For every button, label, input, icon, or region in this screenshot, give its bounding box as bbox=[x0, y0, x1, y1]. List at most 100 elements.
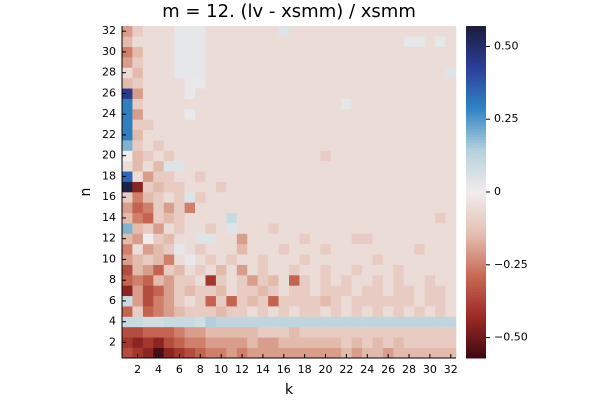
heatmap-cell bbox=[205, 150, 217, 162]
heatmap-cell bbox=[362, 233, 373, 245]
heatmap-cell bbox=[268, 160, 279, 172]
heatmap-cell bbox=[184, 223, 196, 234]
heatmap-cell bbox=[435, 254, 446, 265]
heatmap-cell bbox=[153, 306, 165, 317]
heatmap-cell bbox=[320, 77, 332, 89]
heatmap-cell bbox=[414, 212, 425, 224]
x-tick-label: 2 bbox=[134, 363, 141, 376]
heatmap-cell bbox=[247, 347, 258, 359]
heatmap-cell bbox=[309, 192, 321, 203]
heatmap-cell bbox=[184, 26, 196, 37]
heatmap-cell bbox=[122, 306, 133, 317]
heatmap-cell bbox=[414, 160, 425, 172]
heatmap-cell bbox=[205, 243, 217, 255]
heatmap-cell bbox=[289, 98, 300, 110]
heatmap-cell bbox=[320, 192, 332, 203]
heatmap-cell bbox=[215, 233, 227, 245]
heatmap-cell bbox=[153, 264, 165, 276]
heatmap-cell bbox=[163, 171, 175, 182]
heatmap-cell bbox=[205, 212, 217, 224]
heatmap-cell bbox=[153, 26, 165, 37]
heatmap-cell bbox=[445, 160, 457, 172]
heatmap-cell bbox=[132, 243, 144, 255]
heatmap-cell bbox=[289, 275, 300, 286]
heatmap-cell bbox=[226, 98, 238, 110]
heatmap-cell bbox=[257, 129, 269, 141]
heatmap-cell bbox=[184, 254, 196, 265]
heatmap-cell bbox=[309, 347, 321, 359]
y-tick-label: 16 bbox=[102, 190, 116, 203]
heatmap-cell bbox=[184, 192, 196, 203]
colorbar-swatch bbox=[466, 120, 486, 124]
heatmap-cell bbox=[257, 337, 269, 348]
heatmap-cell bbox=[362, 171, 373, 182]
heatmap-cell bbox=[215, 181, 227, 193]
heatmap-cell bbox=[382, 46, 394, 58]
colorbar-swatch bbox=[466, 239, 486, 243]
heatmap-cell bbox=[289, 192, 300, 203]
heatmap-cell bbox=[351, 109, 363, 120]
heatmap-cell bbox=[320, 212, 332, 224]
heatmap-cell bbox=[236, 212, 248, 224]
heatmap-cell bbox=[153, 36, 165, 48]
heatmap-cell bbox=[122, 264, 133, 276]
heatmap-cell bbox=[351, 160, 363, 172]
heatmap-cell bbox=[236, 119, 248, 131]
heatmap-cell bbox=[393, 285, 405, 297]
heatmap-cell bbox=[393, 46, 405, 58]
heatmap-cell bbox=[122, 316, 133, 328]
heatmap-cell bbox=[184, 243, 196, 255]
heatmap-cell bbox=[184, 275, 196, 286]
heatmap-cell bbox=[403, 243, 415, 255]
heatmap-cell bbox=[153, 67, 165, 79]
heatmap-cell bbox=[382, 129, 394, 141]
colorbar-swatch bbox=[466, 50, 486, 55]
heatmap-cell bbox=[278, 295, 290, 307]
heatmap-cell bbox=[142, 98, 154, 110]
colorbar-swatch bbox=[466, 219, 486, 223]
heatmap-cell bbox=[268, 26, 279, 37]
heatmap-cell bbox=[382, 26, 394, 37]
heatmap-cell bbox=[351, 264, 363, 276]
heatmap-cell bbox=[153, 316, 165, 328]
heatmap-cell bbox=[289, 160, 300, 172]
heatmap-cell bbox=[309, 212, 321, 224]
colorbar-swatch bbox=[466, 180, 486, 185]
heatmap-cell bbox=[341, 347, 352, 359]
heatmap-cell bbox=[424, 181, 436, 193]
heatmap-cell bbox=[268, 243, 279, 255]
heatmap-cell bbox=[163, 264, 175, 276]
heatmap-cell bbox=[424, 285, 436, 297]
heatmap-cell bbox=[142, 233, 154, 245]
heatmap-cell bbox=[309, 67, 321, 79]
heatmap-cell bbox=[372, 264, 384, 276]
heatmap-cell bbox=[362, 326, 373, 338]
heatmap-cell bbox=[142, 295, 154, 307]
y-tick-label: 8 bbox=[109, 273, 116, 286]
heatmap-cell bbox=[299, 295, 311, 307]
heatmap-cell bbox=[320, 254, 332, 265]
heatmap-cell bbox=[247, 36, 258, 48]
colorbar-swatch bbox=[466, 156, 486, 160]
heatmap-cell bbox=[445, 129, 457, 141]
heatmap-cell bbox=[215, 171, 227, 182]
heatmap-cell bbox=[320, 326, 332, 338]
heatmap-cell bbox=[122, 337, 133, 348]
x-tick-label: 14 bbox=[256, 363, 270, 376]
heatmap-cell bbox=[320, 202, 332, 214]
heatmap-cell bbox=[278, 306, 290, 317]
heatmap-cell bbox=[163, 326, 175, 338]
heatmap-cell bbox=[372, 254, 384, 265]
heatmap-cell bbox=[393, 181, 405, 193]
heatmap-cell bbox=[268, 275, 279, 286]
colorbar-swatch bbox=[466, 194, 486, 199]
colorbar-swatch bbox=[466, 95, 486, 99]
heatmap-cell bbox=[445, 150, 457, 162]
colorbar-swatch bbox=[466, 236, 486, 240]
heatmap-cell bbox=[320, 233, 332, 245]
heatmap-cell bbox=[184, 181, 196, 193]
heatmap-cell bbox=[268, 140, 279, 151]
colorbar-swatch bbox=[466, 67, 486, 71]
heatmap-cell bbox=[403, 316, 415, 328]
heatmap-cell bbox=[278, 129, 290, 141]
